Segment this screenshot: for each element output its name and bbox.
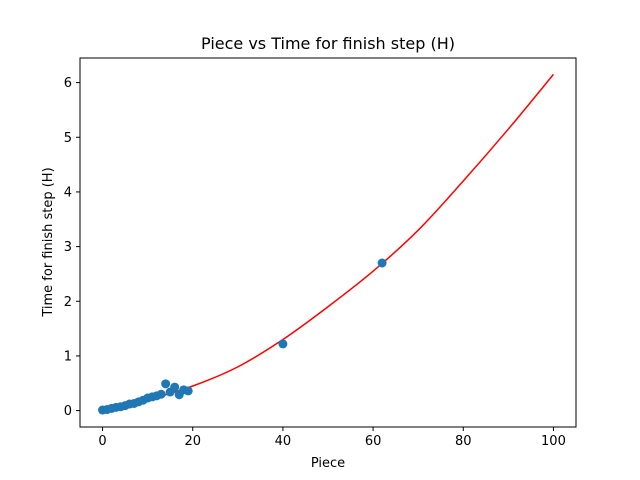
data-point: [278, 339, 288, 349]
y-axis-label: Time for finish step (H): [41, 167, 56, 317]
y-axis: 0 1 2 3 4 5 6: [64, 76, 80, 419]
data-point: [170, 382, 180, 392]
plot-area-frame: [79, 57, 577, 428]
x-tick-label: 40: [275, 434, 292, 449]
x-axis: 0 20 40 60 80 100: [98, 427, 566, 449]
data-point: [377, 258, 387, 268]
y-tick-label: 2: [64, 295, 72, 310]
points-layer: [98, 258, 387, 415]
x-tick-label: 0: [98, 434, 106, 449]
x-axis-label: Piece: [311, 456, 345, 471]
data-point: [161, 379, 171, 389]
x-tick-label: 100: [541, 434, 566, 449]
x-tick-label: 20: [184, 434, 201, 449]
y-tick-label: 6: [64, 76, 72, 91]
data-point: [156, 389, 166, 399]
x-tick-label: 80: [455, 434, 472, 449]
y-tick-label: 4: [64, 185, 72, 200]
y-tick-label: 1: [64, 349, 72, 364]
y-tick-label: 0: [64, 404, 72, 419]
x-tick-label: 60: [365, 434, 382, 449]
data-point: [183, 386, 193, 396]
y-tick-label: 3: [64, 240, 72, 255]
chart-title: Piece vs Time for finish step (H): [201, 34, 455, 53]
y-tick-label: 5: [64, 131, 72, 146]
